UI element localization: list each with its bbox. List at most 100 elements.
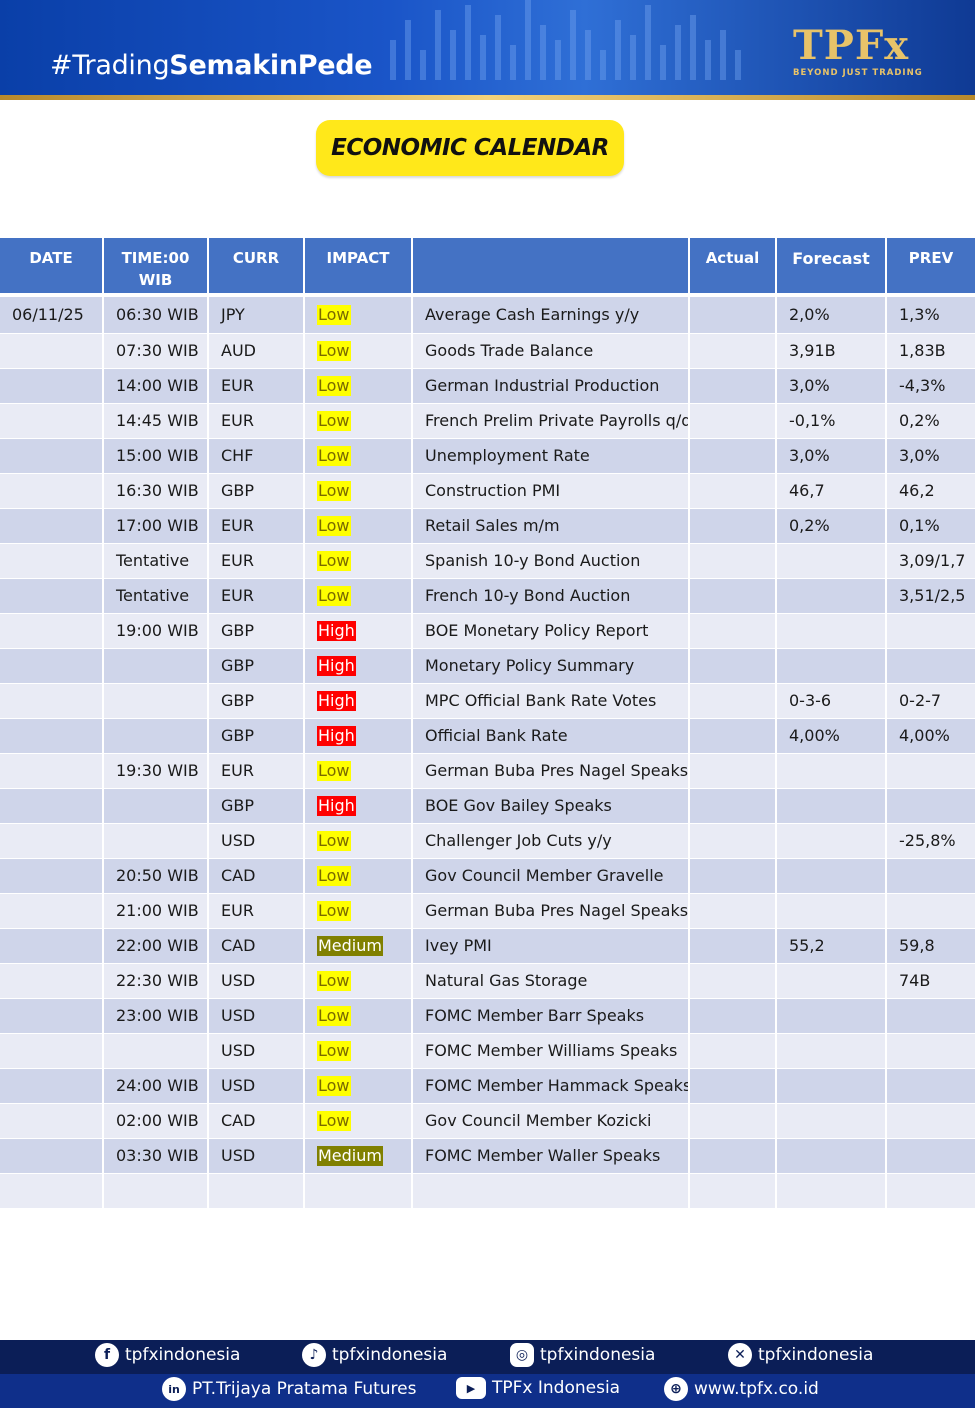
cell-forecast [776, 1173, 887, 1209]
cell-date [0, 438, 104, 474]
cell-prev: 4,00% [886, 718, 975, 754]
cell-impact: High [304, 788, 413, 824]
impact-badge: Low [317, 445, 351, 466]
cell-actual [689, 297, 777, 334]
cell-prev: 3,09/1,7 [886, 543, 975, 579]
cell-impact: High [304, 683, 413, 719]
cell-curr: EUR [208, 368, 305, 404]
footer-website[interactable]: ⊕ www.tpfx.co.id [664, 1377, 819, 1401]
table-row: GBP High Official Bank Rate 4,00% 4,00% [0, 718, 975, 754]
table-row: GBP High MPC Official Bank Rate Votes 0-3-6… [0, 683, 975, 719]
table-row: 03:30 WIB USD Medium FOMC Member Waller Spe… [0, 1138, 975, 1174]
cell-forecast [776, 578, 887, 614]
table-row: 02:00 WIB CAD Low Gov Council Member Kozick… [0, 1103, 975, 1139]
cell-impact: Low [304, 998, 413, 1034]
cell-impact: Low [304, 508, 413, 544]
cell-impact: Low [304, 1068, 413, 1104]
footer: f tpfxindonesia ♪ tpfxindonesia ◎ tpfxin… [0, 1340, 975, 1408]
cell-event: Natural Gas Storage [412, 963, 690, 999]
col-header-time: TIME:00 WIB [103, 238, 209, 293]
cell-date [0, 928, 104, 964]
cell-curr: CAD [208, 928, 305, 964]
cell-time: 17:00 WIB [103, 508, 209, 544]
cell-impact: Low [304, 963, 413, 999]
footer-social-row: f tpfxindonesia ♪ tpfxindonesia ◎ tpfxin… [0, 1340, 975, 1374]
cell-impact: Low [304, 1033, 413, 1069]
cell-impact: Low [304, 403, 413, 439]
footer-tiktok[interactable]: ♪ tpfxindonesia [302, 1343, 447, 1367]
footer-linkedin-label: PT.Trijaya Pratama Futures [192, 1379, 417, 1399]
impact-badge: High [317, 690, 356, 711]
cell-curr: EUR [208, 893, 305, 929]
logo-text: TPFx [793, 22, 910, 69]
cell-event: FOMC Member Barr Speaks [412, 998, 690, 1034]
cell-forecast [776, 1033, 887, 1069]
footer-instagram[interactable]: ◎ tpfxindonesia [510, 1343, 655, 1367]
cell-event: FOMC Member Waller Speaks [412, 1138, 690, 1174]
cell-actual [689, 333, 777, 369]
cell-date [0, 473, 104, 509]
cell-event: French 10-y Bond Auction [412, 578, 690, 614]
impact-badge: Low [317, 480, 351, 501]
cell-time: 21:00 WIB [103, 893, 209, 929]
cell-forecast: 4,00% [776, 718, 887, 754]
footer-linkedin[interactable]: in PT.Trijaya Pratama Futures [162, 1377, 416, 1401]
table-row: 15:00 WIB CHF Low Unemployment Rate 3,0% 3,0% [0, 438, 975, 474]
table-row: 22:30 WIB USD Low Natural Gas Storage 74B [0, 963, 975, 999]
impact-badge: Low [317, 865, 351, 886]
cell-time: 22:30 WIB [103, 963, 209, 999]
cell-time [103, 1173, 209, 1209]
impact-badge: High [317, 725, 356, 746]
cell-date [0, 823, 104, 859]
cell-time: Tentative [103, 543, 209, 579]
cell-prev: 46,2 [886, 473, 975, 509]
cell-forecast [776, 858, 887, 894]
cell-time: 20:50 WIB [103, 858, 209, 894]
cell-date [0, 1103, 104, 1139]
cell-time [103, 1033, 209, 1069]
cell-actual [689, 543, 777, 579]
cell-event: MPC Official Bank Rate Votes [412, 683, 690, 719]
cell-actual [689, 1103, 777, 1139]
cell-actual [689, 473, 777, 509]
cell-time: 03:30 WIB [103, 1138, 209, 1174]
cell-curr: EUR [208, 753, 305, 789]
cell-prev [886, 1068, 975, 1104]
cell-time: 14:45 WIB [103, 403, 209, 439]
cell-time: 23:00 WIB [103, 998, 209, 1034]
cell-date [0, 893, 104, 929]
impact-badge: Low [317, 585, 351, 606]
cell-actual [689, 893, 777, 929]
footer-contact-row: in PT.Trijaya Pratama Futures ▶ TPFx Ind… [0, 1374, 975, 1408]
col-header-impact: IMPACT [304, 238, 413, 293]
impact-badge: High [317, 655, 356, 676]
cell-time: 07:30 WIB [103, 333, 209, 369]
cell-event: Construction PMI [412, 473, 690, 509]
cell-prev: 1,83B [886, 333, 975, 369]
header-banner: #TradingSemakinPede TPFx BEYOND JUST TRA… [0, 0, 975, 100]
cell-curr: GBP [208, 788, 305, 824]
cell-prev [886, 1033, 975, 1069]
cell-event: Retail Sales m/m [412, 508, 690, 544]
cell-event: BOE Monetary Policy Report [412, 613, 690, 649]
instagram-icon: ◎ [510, 1343, 534, 1367]
table-row: 19:00 WIB GBP High BOE Monetary Policy Repo… [0, 613, 975, 649]
footer-x[interactable]: ✕ tpfxindonesia [728, 1343, 873, 1367]
cell-actual [689, 998, 777, 1034]
cell-date [0, 1173, 104, 1209]
cell-prev [886, 1173, 975, 1209]
cell-prev [886, 858, 975, 894]
cell-curr: CAD [208, 858, 305, 894]
cell-impact: High [304, 613, 413, 649]
chart-background-graphic [390, 0, 741, 80]
cell-actual [689, 1173, 777, 1209]
table-row: GBP High Monetary Policy Summary [0, 648, 975, 684]
cell-impact: Medium [304, 1138, 413, 1174]
cell-time: 15:00 WIB [103, 438, 209, 474]
col-header-actual: Actual [689, 238, 777, 293]
footer-youtube[interactable]: ▶ TPFx Indonesia [456, 1377, 620, 1399]
cell-time [103, 648, 209, 684]
cell-actual [689, 753, 777, 789]
cell-actual [689, 438, 777, 474]
footer-facebook[interactable]: f tpfxindonesia [95, 1343, 240, 1367]
